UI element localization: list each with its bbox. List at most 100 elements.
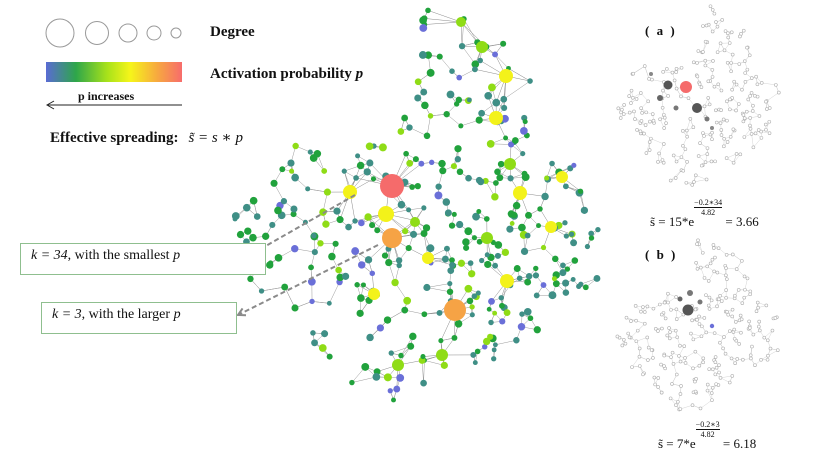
network-node: [471, 235, 478, 241]
mini-node: [620, 343, 625, 348]
network-node: [527, 78, 533, 84]
network-node: [414, 94, 422, 102]
mini-node: [721, 117, 726, 122]
network-node: [336, 273, 344, 282]
mini-node: [698, 265, 703, 270]
mini-node: [751, 145, 756, 150]
network-edge: [646, 141, 650, 154]
mini-node: [690, 403, 695, 407]
mini-node: [702, 134, 706, 138]
mini-node: [657, 151, 661, 156]
network-node: [356, 161, 365, 170]
mini-node: [644, 151, 649, 155]
mini-node: [685, 160, 689, 164]
network-node: [488, 319, 494, 326]
mini-node: [751, 103, 755, 108]
network-node: [562, 289, 570, 296]
mini-node: [659, 312, 664, 317]
network-node: [541, 192, 549, 201]
network-node: [492, 51, 499, 58]
network-hub: [378, 206, 394, 222]
mini-node: [712, 84, 717, 89]
mini-node: [639, 119, 644, 123]
mini-node: [762, 335, 767, 340]
mini-highlight: [697, 299, 703, 305]
network-node: [258, 288, 265, 294]
mini-node: [721, 346, 725, 351]
effective-spreading-label: Effective spreading: [50, 130, 174, 146]
network-node: [465, 174, 472, 182]
mini-node: [650, 112, 655, 116]
network-node: [482, 337, 491, 346]
network-node: [369, 270, 376, 277]
mini-node: [725, 60, 730, 65]
mini-node: [642, 321, 647, 326]
network-hub: [504, 158, 516, 170]
mini-node: [644, 110, 649, 115]
mini-node: [773, 316, 778, 320]
mini-node: [775, 348, 780, 353]
panel-a-label: ( a ): [645, 23, 677, 38]
network-hub: [410, 217, 420, 227]
mini-node: [715, 50, 720, 54]
mini-node: [672, 78, 677, 83]
network-edge: [633, 65, 645, 74]
mini-node: [730, 252, 735, 257]
network-edge: [767, 330, 773, 341]
mini-node: [714, 365, 719, 370]
network-node: [321, 330, 329, 338]
network-node: [454, 145, 462, 153]
network-node: [476, 209, 482, 214]
network-node: [372, 373, 381, 381]
mini-node: [637, 354, 642, 359]
network-node: [419, 24, 428, 32]
network-node: [446, 288, 454, 295]
network-node: [519, 311, 525, 317]
mini-node: [678, 407, 683, 411]
mini-node: [709, 159, 714, 164]
network-node: [281, 283, 289, 291]
network-node: [363, 168, 371, 176]
network-node: [571, 257, 579, 264]
mini-node: [725, 309, 729, 314]
network-node: [403, 150, 409, 157]
mini-node: [715, 270, 720, 275]
network-node: [492, 262, 499, 269]
mini-node: [668, 178, 673, 183]
mini-node: [677, 354, 681, 358]
network-hub: [499, 69, 513, 83]
network-node: [409, 184, 415, 190]
network-node: [492, 98, 501, 107]
network-node: [361, 362, 370, 371]
mini-node: [764, 99, 768, 104]
network-node: [509, 221, 515, 226]
mini-node: [763, 122, 768, 127]
network-node: [332, 240, 339, 247]
mini-node: [704, 330, 709, 335]
network-node: [482, 344, 488, 350]
network-edge: [732, 254, 742, 262]
mini-node: [749, 91, 754, 95]
network-node: [310, 330, 316, 336]
network-node: [454, 319, 463, 328]
network-edge: [631, 356, 640, 368]
network-node: [552, 280, 560, 288]
network-node: [577, 188, 584, 194]
network-node: [364, 213, 372, 221]
mini-node: [748, 326, 752, 330]
mini-node: [724, 253, 729, 257]
network-edge: [423, 360, 425, 384]
network-edge: [744, 278, 748, 290]
mini-node: [713, 355, 718, 359]
network-node: [549, 160, 555, 167]
network-node: [374, 227, 381, 234]
panel-b-rhs: = 6.18: [719, 436, 757, 451]
mini-node: [707, 367, 712, 371]
network-node: [383, 316, 392, 324]
mini-node: [719, 88, 724, 93]
mini-node: [674, 66, 679, 71]
mini-node: [728, 97, 732, 102]
network-node: [409, 332, 417, 341]
mini-node: [678, 343, 682, 348]
network-node: [520, 247, 529, 256]
